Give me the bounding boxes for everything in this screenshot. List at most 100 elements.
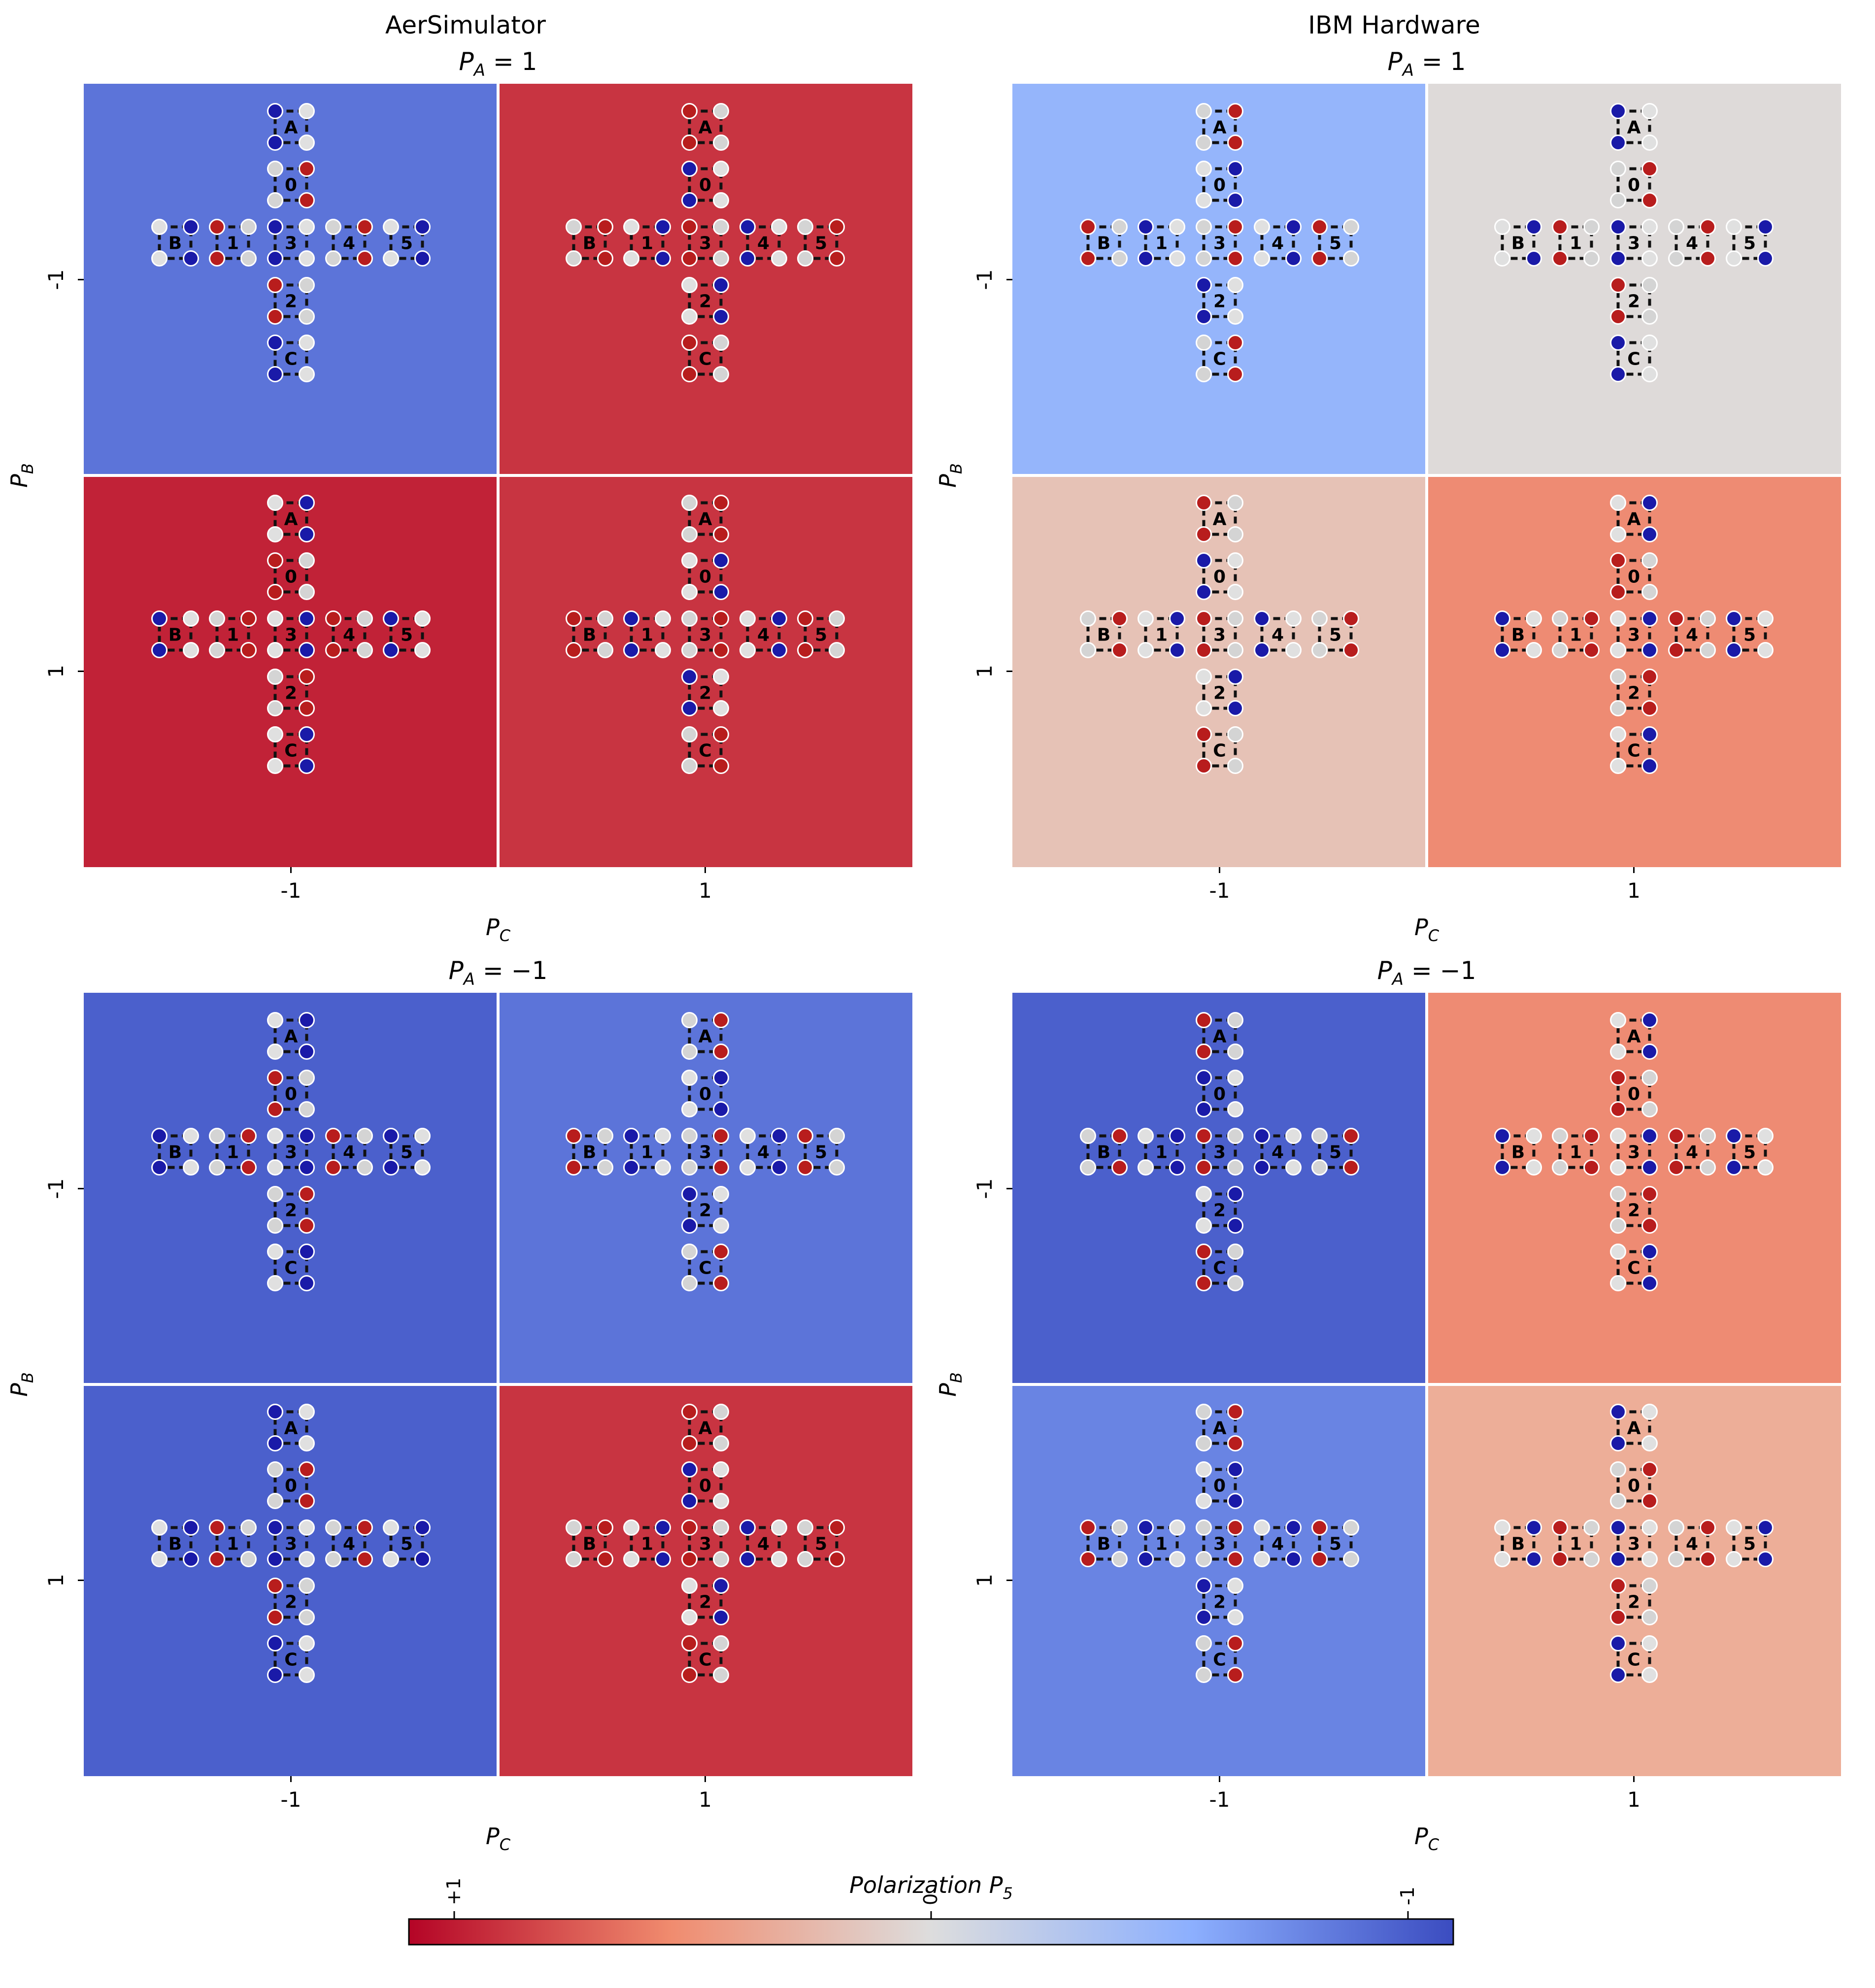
qubit-dot (713, 1159, 729, 1176)
qubit-dot (713, 1461, 729, 1478)
qubit-dot (1726, 1519, 1742, 1536)
qubit-dot (1227, 1551, 1243, 1567)
panel-aer-pa-minus-qubit-glyph-4: 4 (325, 1519, 373, 1567)
qubit-dot (713, 1609, 729, 1625)
plaquette-outline (1616, 1468, 1651, 1503)
qubit-dot (1343, 1159, 1359, 1176)
qubit-dot (1227, 552, 1243, 569)
panel-ibm-pa-plus-qubit-glyph-0: 0 (1610, 552, 1658, 600)
qubit-dot (299, 192, 315, 208)
plaquette-outline (572, 1526, 607, 1561)
qubit-dot (1311, 610, 1328, 627)
qubit-label: 2 (699, 1592, 711, 1613)
panel-aer-pa-plus-qubit-glyph-1: 1 (209, 610, 257, 658)
qubit-label: B (1097, 234, 1110, 254)
qubit-dot (1227, 495, 1243, 511)
panel-aer-pa-minus-qubit-glyph-5: 5 (797, 1128, 845, 1176)
qubit-dot (1494, 1159, 1510, 1176)
qubit-dot (240, 1519, 257, 1536)
plaquette-outline (273, 501, 308, 536)
qubit-dot (681, 103, 698, 119)
panel-aer-pa-minus-qubit-glyph-B: B (566, 1519, 613, 1567)
qubit-dot (1641, 584, 1658, 600)
qubit-label: 2 (285, 1592, 297, 1613)
plaquette-outline (1318, 225, 1353, 260)
panel-ibm-pa-minus-cell-pb1-pc-1 (1012, 1384, 1427, 1776)
plaquette-outline (572, 617, 607, 652)
plaquette-outline (1732, 617, 1767, 652)
qubit-dot (1169, 1551, 1185, 1567)
plaquette-outline (804, 225, 838, 260)
plaquette-outline (688, 1526, 723, 1561)
qubit-dot (713, 1551, 729, 1567)
qubit-label: 4 (343, 625, 355, 645)
panel-aer-pa-minus-qubit-glyph-5: 5 (383, 1519, 431, 1567)
qubit-dot (267, 135, 283, 151)
plaquette-outline (332, 1134, 367, 1169)
qubit-dot (325, 1159, 341, 1176)
qubit-label: 2 (1213, 292, 1226, 312)
qubit-dot (267, 1461, 283, 1478)
qubit-dot (1196, 584, 1212, 600)
qubit-dot (1227, 1275, 1243, 1291)
qubit-label: 1 (641, 1534, 653, 1554)
qubit-dot (299, 219, 315, 235)
panel-aer-pa-minus-qubit-glyph-2: 2 (267, 1186, 315, 1234)
qubit-dot (1196, 308, 1212, 325)
qubit-label: A (1213, 509, 1227, 530)
plaquette-outline (1202, 283, 1237, 318)
qubit-dot (1552, 610, 1568, 627)
qubit-dot (739, 1128, 756, 1144)
qubit-dot (1526, 1551, 1542, 1567)
qubit-dot (209, 1159, 225, 1176)
qubit-label: 0 (285, 1476, 297, 1496)
qubit-dot (267, 1128, 283, 1144)
qubit-dot (713, 669, 729, 685)
qubit-label: 1 (641, 234, 653, 254)
qubit-dot (1610, 1578, 1626, 1594)
plaquette-outline (273, 225, 308, 260)
qubit-dot (1343, 219, 1359, 235)
panel-aer-pa-minus-qubit-glyph-A: A (267, 1404, 315, 1451)
qubit-label: 5 (1743, 234, 1756, 254)
qubit-dot (681, 552, 698, 569)
qubit-label: 0 (285, 567, 297, 587)
plaquette-outline (688, 733, 723, 768)
plaquette-outline (630, 1134, 665, 1169)
qubit-dot (1343, 1551, 1359, 1567)
plaquette-outline (1616, 559, 1651, 594)
qubit-label: A (699, 1027, 712, 1047)
qubit-dot (1196, 1635, 1212, 1651)
qubit-dot (1227, 135, 1243, 151)
panel-ibm-pa-plus-qubit-glyph-3: 3 (1610, 219, 1658, 267)
plaquette-outline (215, 1526, 250, 1561)
qubit-dot (1726, 1551, 1742, 1567)
y-tick-label: 1 (44, 665, 68, 678)
qubit-dot (1641, 1244, 1658, 1260)
qubit-label: 5 (1329, 1143, 1341, 1163)
panel-aer-pa-minus-qubit-glyph-1: 1 (623, 1519, 671, 1567)
qubit-dot (713, 642, 729, 658)
qubit-dot (1196, 1609, 1212, 1625)
panel-aer-pa-minus-qubit-glyph-0: 0 (681, 1461, 729, 1509)
qubit-label: 2 (1628, 292, 1640, 312)
qubit-label: 2 (699, 1201, 711, 1221)
qubit-label: 4 (1686, 1143, 1698, 1163)
qubit-dot (383, 642, 399, 658)
panel-ibm-pa-minus-qubit-glyph-5: 5 (1726, 1128, 1774, 1176)
qubit-dot (739, 1551, 756, 1567)
plaquette-outline (1616, 1018, 1651, 1053)
qubit-dot (797, 1551, 813, 1567)
qubit-dot (1169, 219, 1185, 235)
qubit-dot (1080, 1128, 1096, 1144)
qubit-label: 1 (1570, 1143, 1582, 1163)
qubit-dot (1285, 1159, 1302, 1176)
plaquette-outline (332, 617, 367, 652)
y-axis-label: PB (935, 463, 966, 488)
qubit-dot (623, 610, 639, 627)
qubit-dot (1080, 610, 1096, 627)
panel-title: PA = −1 (1377, 956, 1476, 989)
y-tick-label: -1 (44, 1179, 68, 1199)
qubit-dot (1583, 1159, 1600, 1176)
